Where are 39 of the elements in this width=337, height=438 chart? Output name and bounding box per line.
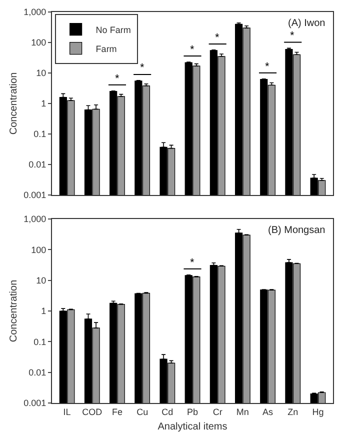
x-tick-label: Cu [136, 406, 148, 417]
annotation: * [115, 73, 120, 85]
x-tick-label: Cr [212, 406, 222, 417]
legend-label: Farm [96, 44, 117, 54]
annotation: * [140, 62, 145, 74]
annotation: * [265, 61, 270, 73]
y-tick-label: 0.1 [34, 336, 46, 347]
annotation: * [190, 44, 195, 56]
x-tick-label: COD [82, 406, 103, 417]
y-tick-label: 1 [41, 98, 46, 109]
y-tick-label: 10 [36, 275, 46, 286]
x-tick-label: As [262, 406, 274, 417]
y-tick-label: 1 [41, 306, 46, 316]
x-tick-label: Mn [236, 406, 249, 417]
y-tick-label: 0.01 [28, 367, 46, 378]
y-tick-label: 0.01 [28, 160, 46, 170]
x-tick-label: Pb [186, 406, 198, 417]
annotation: * [215, 32, 220, 44]
y-tick-label: 1,000 [24, 214, 46, 224]
x-tick-label: Cd [162, 406, 174, 417]
text: (A) Iwon [288, 18, 326, 29]
x-tick-label: IL [63, 406, 71, 417]
x-axis-title: Analytical items [158, 421, 228, 432]
legend-label: No Farm [96, 24, 131, 35]
y-tick-label: 0.1 [34, 129, 46, 140]
y-tick-label: 1,000 [24, 7, 46, 18]
y-tick-label: 0.001 [24, 190, 46, 200]
y-axis-title: Concentration [8, 280, 20, 342]
y-tick-label: 10 [36, 68, 46, 78]
y-tick-label: 100 [31, 38, 46, 48]
x-tick-label: Fe [112, 406, 122, 417]
y-tick-label: 100 [31, 244, 46, 255]
x-tick-label: Hg [312, 406, 324, 417]
annotation: * [290, 30, 295, 42]
text: (B) Mongsan [268, 225, 326, 236]
y-axis-title: Concentration [8, 72, 20, 135]
annotation: * [190, 257, 195, 269]
y-tick-label: 0.001 [24, 398, 46, 408]
x-tick-label: Zn [288, 406, 298, 417]
